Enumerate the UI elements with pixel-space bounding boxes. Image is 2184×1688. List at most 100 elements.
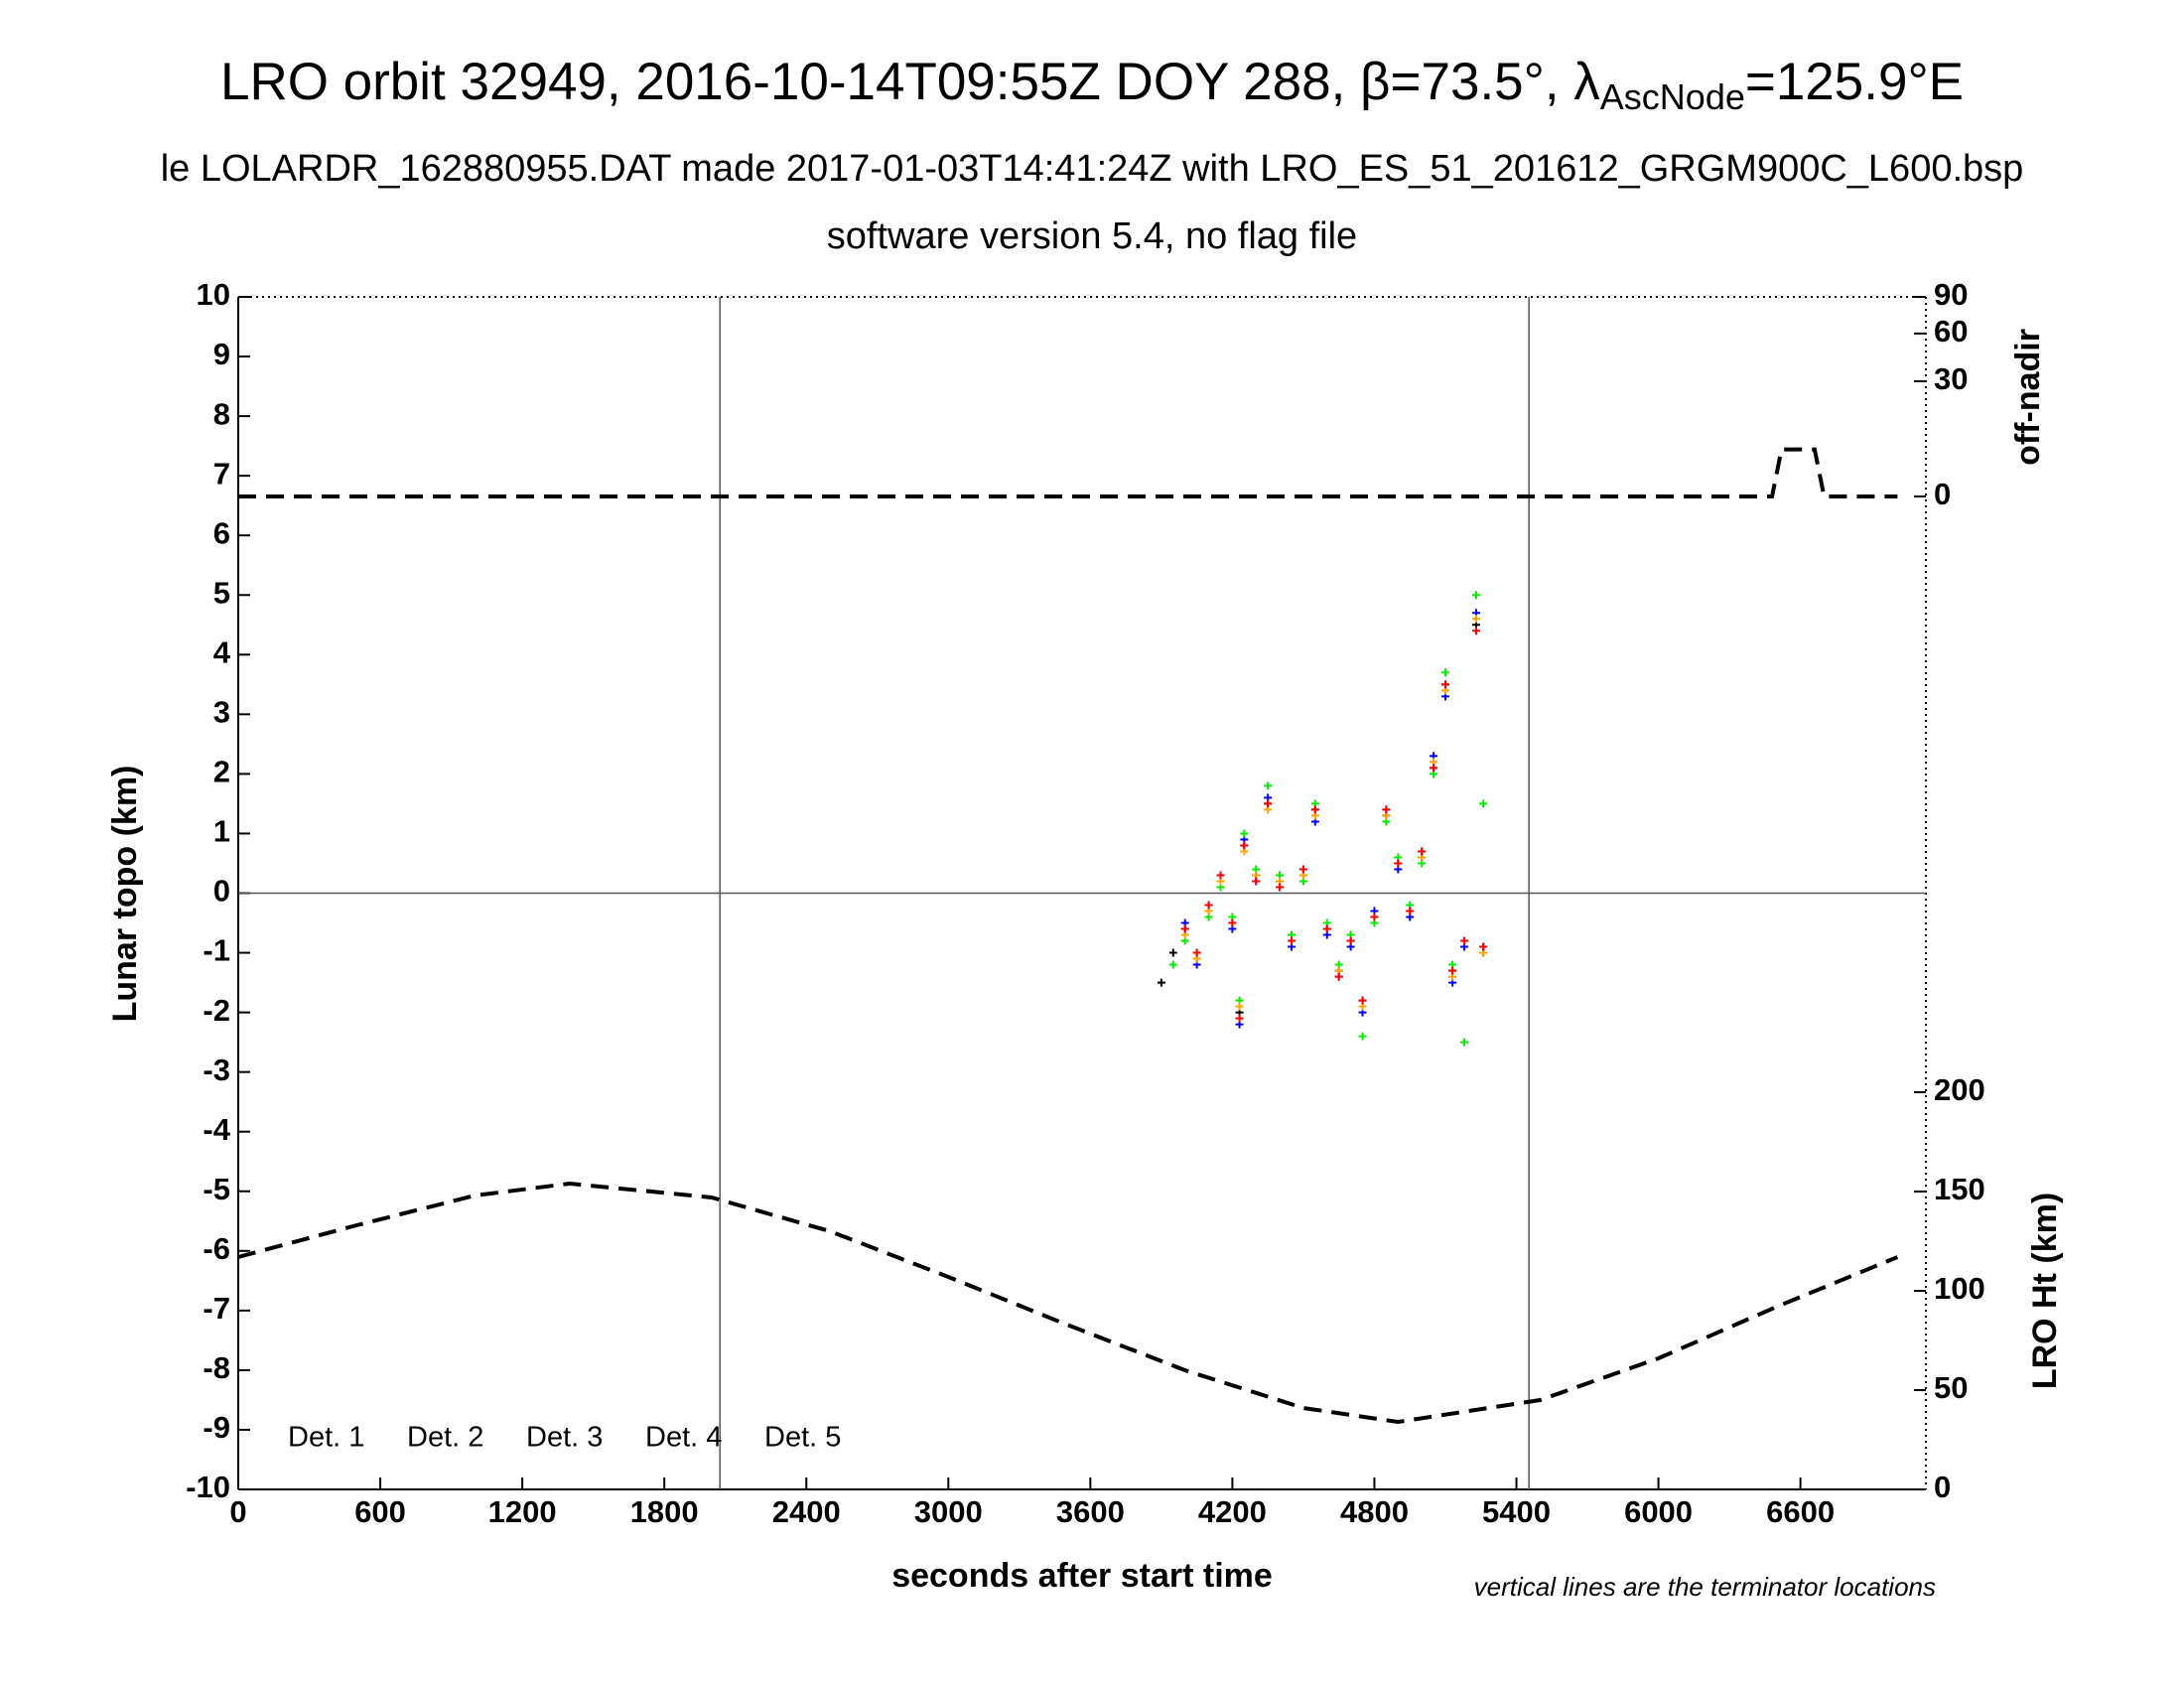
y-tick-label: 7: [213, 456, 230, 491]
data-point: [1471, 591, 1480, 600]
legend-entry: Det. 2: [407, 1422, 483, 1454]
data-point: [1358, 996, 1367, 1005]
y-axis-label: Lunar topo (km): [106, 766, 144, 1023]
y3-tick-label: 200: [1934, 1072, 1985, 1107]
data-point: [1168, 948, 1177, 957]
data-point: [1157, 978, 1165, 987]
title-main: LRO orbit 32949, 2016-10-14T09:55Z DOY 2…: [220, 53, 1600, 111]
y2-axis-label: off-nadir: [2009, 329, 2047, 466]
y2-tick-label: 0: [1934, 477, 1951, 511]
data-point: [1382, 805, 1391, 814]
y3-tick-label: 100: [1934, 1271, 1985, 1306]
data-point: [1252, 877, 1261, 886]
data-point: [1235, 1002, 1244, 1011]
data-point: [1288, 936, 1297, 945]
subtitle: software version 5.4, no flag file: [827, 215, 1357, 257]
data-point: [1276, 883, 1285, 892]
data-point: [1228, 918, 1237, 927]
data-point: [1370, 913, 1379, 921]
data-point: [1448, 966, 1457, 975]
y-tick-label: -1: [203, 933, 230, 968]
data-point: [1235, 1014, 1244, 1023]
y-tick-label: 8: [213, 396, 230, 431]
data-point: [1180, 924, 1189, 933]
legend-entry: Det. 4: [645, 1422, 722, 1454]
data-point: [1264, 781, 1273, 790]
y-tick-label: -8: [203, 1350, 230, 1385]
data-point: [1168, 960, 1177, 969]
data-point: [1264, 799, 1273, 808]
data-point: [1192, 948, 1201, 957]
data-point: [1460, 1038, 1469, 1047]
data-point: [1418, 847, 1427, 856]
y-tick-label: 3: [213, 695, 230, 730]
x-tick-label: 2400: [772, 1494, 841, 1529]
chart-title: LRO orbit 32949, 2016-10-14T09:55Z DOY 2…: [220, 53, 1964, 117]
x-tick-label: 6600: [1766, 1494, 1835, 1529]
x-tick-label: 1800: [630, 1494, 699, 1529]
y-tick-label: -6: [203, 1231, 230, 1266]
legend-entry: Det. 3: [526, 1422, 603, 1454]
y-tick-label: 5: [213, 575, 230, 610]
data-point: [1479, 799, 1488, 808]
data-point: [1298, 865, 1307, 874]
y-tick-label: 9: [213, 337, 230, 371]
x-tick-label: 1200: [488, 1494, 557, 1529]
y3-tick-label: 150: [1934, 1172, 1985, 1206]
y-tick-label: 4: [213, 634, 231, 669]
data-point: [1240, 829, 1249, 838]
x-tick-label: 6000: [1624, 1494, 1693, 1529]
data-point: [1322, 924, 1331, 933]
y-tick-label: -4: [203, 1112, 230, 1147]
y2-tick-label: 30: [1934, 361, 1968, 396]
data-point: [1471, 615, 1480, 624]
data-point: [1240, 841, 1249, 850]
data-point: [1358, 1032, 1367, 1041]
y-tick-label: 6: [213, 515, 230, 550]
x-tick-label: 4800: [1340, 1494, 1409, 1529]
x-tick-label: 5400: [1482, 1494, 1551, 1529]
y3-tick-label: 0: [1934, 1470, 1951, 1504]
x-tick-label: 0: [229, 1494, 246, 1529]
x-tick-label: 600: [354, 1494, 406, 1529]
y-tick-label: 0: [213, 874, 230, 909]
subtitle: le LOLARDR_162880955.DAT made 2017-01-03…: [161, 148, 2024, 190]
dashed-line: [237, 1181, 1899, 1425]
y-tick-label: 2: [213, 755, 230, 789]
title-end: =125.9°E: [1745, 53, 1964, 111]
y3-tick-label: 50: [1934, 1370, 1968, 1405]
y-tick-label: -2: [203, 993, 230, 1028]
data-point: [1310, 805, 1319, 814]
x-tick-label: 3000: [914, 1494, 983, 1529]
y-tick-label: -3: [203, 1053, 230, 1087]
y-tick-label: -5: [203, 1172, 230, 1206]
note: vertical lines are the terminator locati…: [1474, 1572, 1936, 1602]
data-point: [1460, 936, 1469, 945]
y-tick-label: 10: [197, 277, 230, 312]
y2-tick-label: 90: [1934, 277, 1968, 312]
y2-tick-label: 60: [1934, 314, 1968, 349]
y-tick-label: -10: [186, 1470, 230, 1504]
data-point: [1204, 901, 1213, 910]
title-subscript: AscNode: [1600, 76, 1745, 117]
data-point: [1394, 859, 1403, 868]
data-point: [1346, 936, 1355, 945]
data-point: [1406, 907, 1415, 915]
data-point: [1440, 680, 1449, 689]
legend-entry: Det. 5: [764, 1422, 841, 1454]
data-point: [1440, 668, 1449, 677]
y3-axis-label: LRO Ht (km): [2026, 1193, 2064, 1389]
data-point: [1471, 627, 1480, 635]
x-tick-label: 4200: [1198, 1494, 1267, 1529]
data-point: [1430, 764, 1438, 773]
dashed-line: [238, 447, 1898, 498]
data-point: [1479, 942, 1488, 951]
data-point: [1216, 871, 1225, 880]
x-axis-label: seconds after start time: [891, 1557, 1273, 1595]
data-point: [1334, 972, 1343, 981]
y-tick-label: -7: [203, 1291, 230, 1326]
x-tick-label: 3600: [1056, 1494, 1125, 1529]
y-tick-label: -9: [203, 1410, 230, 1445]
